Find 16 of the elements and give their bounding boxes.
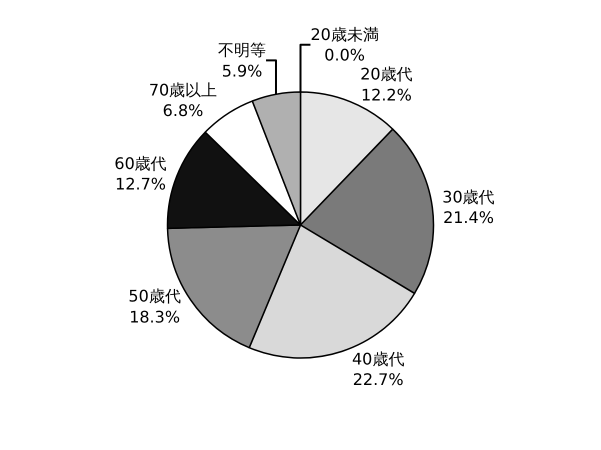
slice-label: 70歳以上 bbox=[148, 80, 218, 100]
data-label: 22.7% bbox=[352, 370, 404, 390]
slice-label: 50歳代 bbox=[128, 286, 181, 306]
slice-label: 20歳代 bbox=[360, 64, 413, 84]
category-label: 20歳未満 bbox=[310, 24, 379, 44]
slice-label: 不明等 bbox=[218, 40, 266, 60]
text: 0.0% bbox=[324, 46, 365, 65]
data-label: 6.8% bbox=[162, 101, 204, 120]
data-label: 12.2% bbox=[360, 85, 412, 104]
data-label: 5.9% bbox=[222, 61, 262, 80]
slice-label: 40歳代 bbox=[352, 349, 404, 368]
slice-label: 60歳代 bbox=[114, 154, 167, 173]
data-label: 21.4% bbox=[443, 208, 494, 228]
data-label: 18.3% bbox=[129, 307, 180, 326]
slice-label: 30歳代 bbox=[442, 187, 495, 206]
data-label: 12.7% bbox=[115, 174, 166, 194]
